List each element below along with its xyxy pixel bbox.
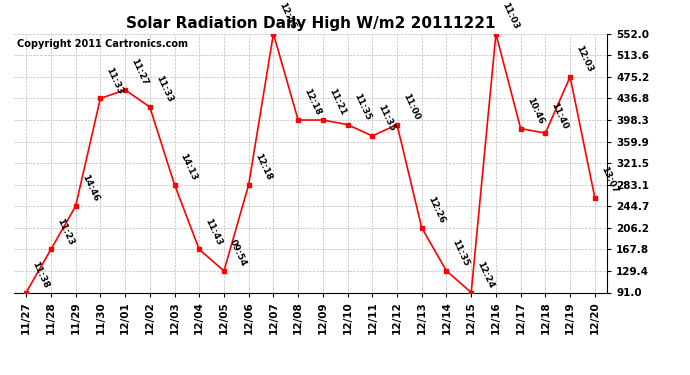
Text: 11:27: 11:27 — [129, 57, 150, 87]
Text: 14:13: 14:13 — [179, 152, 199, 182]
Text: 12:18: 12:18 — [302, 87, 322, 117]
Text: 13:07: 13:07 — [599, 165, 619, 195]
Text: 11:35: 11:35 — [451, 238, 471, 268]
Text: 11:00: 11:00 — [401, 92, 422, 122]
Text: 11:33: 11:33 — [154, 75, 174, 104]
Text: 11:35: 11:35 — [352, 92, 372, 122]
Text: 10:46: 10:46 — [525, 96, 545, 126]
Text: 11:23: 11:23 — [55, 217, 75, 247]
Text: 11:03: 11:03 — [500, 2, 520, 31]
Text: 12:18: 12:18 — [253, 152, 273, 182]
Text: 11:40: 11:40 — [549, 100, 570, 130]
Text: 11:43: 11:43 — [204, 217, 224, 247]
Text: 12:45: 12:45 — [277, 1, 298, 31]
Text: 11:35: 11:35 — [377, 104, 397, 133]
Text: 11:33: 11:33 — [104, 66, 125, 96]
Title: Solar Radiation Daily High W/m2 20111221: Solar Radiation Daily High W/m2 20111221 — [126, 16, 495, 31]
Text: 11:21: 11:21 — [327, 87, 347, 117]
Text: 09:54: 09:54 — [228, 238, 248, 268]
Text: Copyright 2011 Cartronics.com: Copyright 2011 Cartronics.com — [17, 39, 188, 49]
Text: 12:26: 12:26 — [426, 195, 446, 225]
Text: 14:46: 14:46 — [80, 174, 100, 204]
Text: 11:38: 11:38 — [30, 260, 50, 290]
Text: 12:24: 12:24 — [475, 260, 495, 290]
Text: 12:03: 12:03 — [574, 45, 595, 74]
